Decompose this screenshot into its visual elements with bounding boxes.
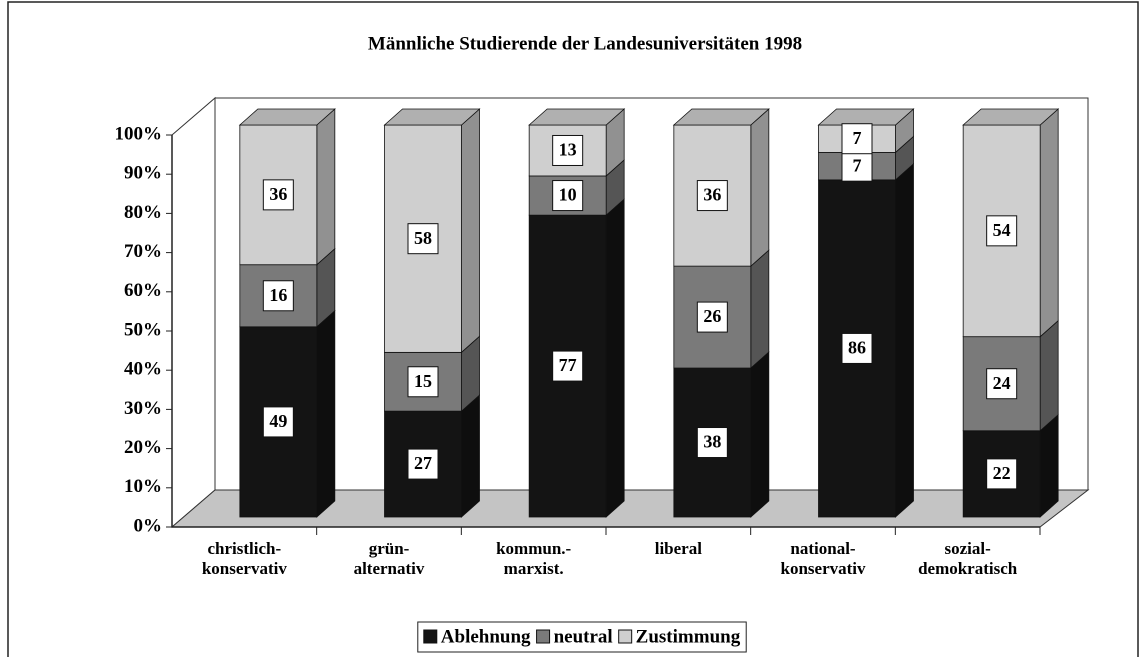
legend-label: Zustimmung [636,626,741,647]
value-label: 26 [703,306,721,326]
x-tick-label: christlich- konservativ [201,539,287,578]
chart-frame [7,1,1139,657]
value-label-box [262,406,294,438]
legend-label: neutral [554,626,613,647]
value-label-box [986,368,1018,400]
x-tick-label: national- konservativ [780,539,866,578]
value-label: 15 [414,371,432,391]
x-tick-label: grün- alternativ [353,539,425,578]
bar-side [750,249,770,369]
bar-top [238,108,336,126]
y-tick-label: 100% [115,123,163,144]
x-tick-label: liberal [654,539,702,558]
value-label: 36 [269,184,287,204]
y-tick-label: 20% [124,437,162,458]
legend-box [417,621,747,653]
value-label: 27 [414,453,432,473]
bar-side [461,394,480,518]
bar [384,351,462,412]
bar-side [605,198,625,518]
legend-swatch [423,629,438,644]
value-label: 86 [848,338,866,358]
bar-side [895,162,914,518]
value-label: 38 [703,432,721,452]
y-tick-label: 0% [134,515,163,536]
value-label-box [841,332,873,364]
value-label: 7 [853,128,862,148]
value-label-box [552,180,584,212]
legend-label: Ablehnung [441,626,531,647]
y-tick-label: 10% [124,476,162,497]
value-label-box [552,350,584,382]
y-tick-label: 30% [124,398,162,419]
bar-top [383,108,481,126]
bar-top [962,108,1060,126]
value-label-box [986,458,1018,490]
value-label-box [696,427,728,459]
bar-side [750,351,770,518]
legend-swatch [536,629,551,644]
value-label: 36 [703,185,721,205]
value-label: 16 [269,285,287,305]
value-label: 22 [993,463,1011,483]
bar [673,265,752,369]
value-label: 7 [853,155,862,175]
y-tick-label: 70% [124,241,162,262]
value-label: 13 [559,140,577,160]
chart-title: Männliche Studierende der Landesuniversi… [368,33,802,54]
y-tick-label: 40% [124,359,162,380]
back-wall [214,97,1089,491]
value-label: 10 [559,185,577,205]
bar-side [1039,319,1059,432]
bar-side [750,108,770,268]
value-label: 49 [269,411,287,431]
value-label-box [986,215,1018,247]
y-tick-label: 60% [124,280,162,301]
side-wall [171,96,216,529]
value-label: 77 [559,355,577,375]
value-label-box [407,223,439,255]
legend-swatch [618,629,633,644]
bar-side [1039,413,1059,518]
bar-side [461,108,480,354]
y-tick-label: 80% [124,202,162,223]
value-label: 58 [414,228,432,248]
value-label-box [696,301,728,333]
bar-side [316,108,336,266]
value-label-box [407,448,439,480]
value-label-box [262,280,294,312]
value-label-box [841,123,873,155]
y-tick-label: 90% [124,163,162,184]
value-label: 54 [993,220,1011,240]
value-label-box [262,179,294,211]
y-tick-label: 50% [124,319,162,340]
bar-side [316,309,336,518]
value-label: 24 [993,373,1011,393]
x-tick-label: kommun.- marxist. [496,539,572,578]
bar-side [1039,108,1059,338]
value-label-box [552,134,584,166]
x-tick-label: sozial- demokratisch [918,539,1018,578]
value-label-box [407,366,439,398]
bar-top [528,108,626,126]
bar-top [672,108,770,126]
value-label-box [696,180,728,212]
